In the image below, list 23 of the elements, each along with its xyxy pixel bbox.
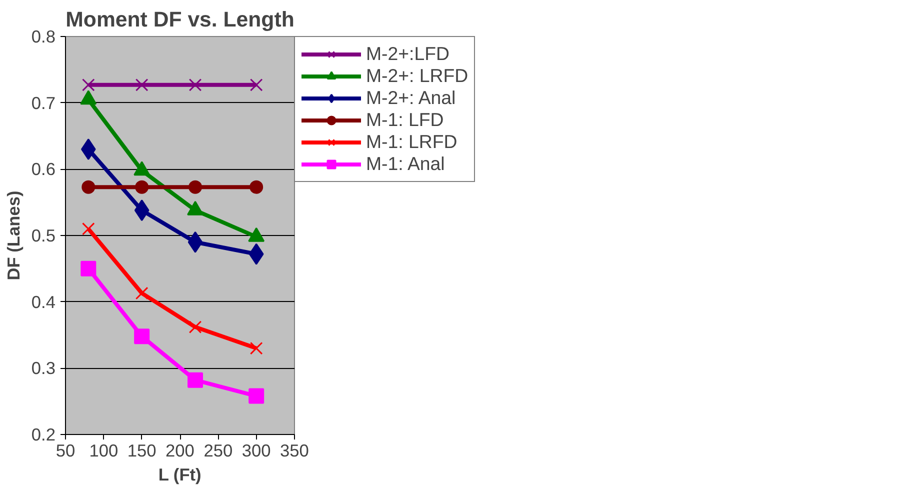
y-tick-label: 0.3	[31, 358, 56, 378]
x-tick-label: 50	[56, 440, 76, 460]
x-tick-label: 100	[89, 440, 118, 460]
x-tick-label: 200	[166, 440, 194, 460]
x-axis-title: L (Ft)	[158, 464, 202, 484]
legend-label: M-1: Anal	[366, 153, 445, 175]
legend-label: M-1: LFD	[366, 109, 444, 131]
y-tick-label: 0.5	[31, 226, 56, 246]
legend-label: M-2+: LRFD	[366, 65, 468, 87]
chart-title: Moment DF vs. Length	[66, 8, 294, 32]
legend-label: M-2+:LFD	[366, 43, 450, 65]
x-tick-label: 300	[242, 440, 271, 460]
y-tick-label: 0.8	[31, 26, 56, 46]
x-tick-label: 350	[280, 440, 309, 460]
y-tick-label: 0.7	[31, 92, 56, 113]
x-tick-label: 150	[127, 440, 156, 460]
x-tick-label: 250	[204, 440, 233, 460]
y-tick-label: 0.6	[31, 159, 56, 180]
y-tick-label: 0.4	[31, 292, 56, 312]
legend-label: M-1: LRFD	[366, 131, 458, 153]
legend-label: M-2+: Anal	[366, 87, 456, 109]
y-tick-label: 0.2	[31, 424, 56, 444]
y-axis-title: DF (Lanes)	[3, 190, 24, 280]
